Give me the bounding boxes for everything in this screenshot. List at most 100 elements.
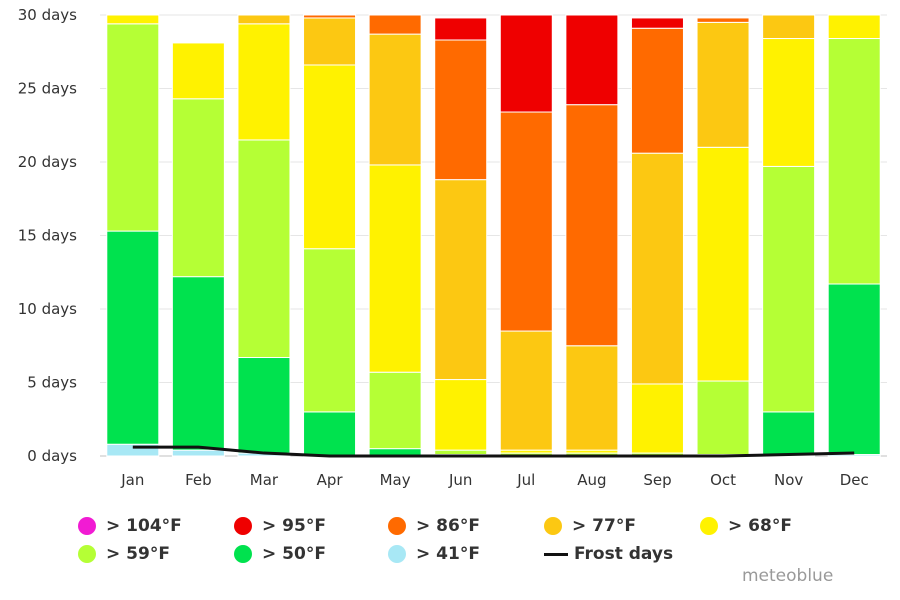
legend-marker-68f: [700, 517, 718, 535]
bar-segment: [630, 17, 684, 29]
legend-label: > 95°F: [262, 516, 326, 536]
bar-segment: [434, 17, 488, 41]
bar-segment: [762, 38, 816, 167]
bar-segment: [237, 23, 291, 141]
bar-segment: [762, 165, 816, 413]
x-tick-label: Feb: [185, 471, 212, 489]
bar-segment: [303, 17, 357, 66]
grid-lines: [100, 14, 887, 457]
bar-segment: [696, 146, 750, 382]
legend: > 104°F > 95°F > 86°F > 77°F > 68°F > 59…: [78, 513, 818, 569]
legend-item-50f[interactable]: > 50°F: [234, 541, 326, 567]
bar-segment: [171, 449, 225, 457]
y-tick-label: 30 days: [18, 6, 77, 24]
legend-item-frost-days[interactable]: Frost days: [544, 541, 673, 567]
y-tick-label: 10 days: [18, 300, 77, 318]
legend-item-77f[interactable]: > 77°F: [544, 513, 636, 539]
bar-stack-feb: [171, 42, 225, 457]
legend-item-68f[interactable]: > 68°F: [700, 513, 792, 539]
bar-segment: [630, 383, 684, 454]
legend-label: > 59°F: [106, 544, 170, 564]
bar-stack-apr: [303, 14, 357, 457]
legend-marker-50f: [234, 545, 252, 563]
legend-marker-104f: [78, 517, 96, 535]
bar-stack-mar: [237, 14, 291, 457]
x-tick-label: Jul: [516, 471, 535, 489]
frost-days-series: [132, 445, 855, 458]
bar-segment: [499, 111, 553, 332]
bar-stack-nov: [762, 14, 816, 457]
bar-segment: [434, 179, 488, 381]
bar-segment: [827, 14, 881, 40]
bar-segment: [630, 152, 684, 385]
bar-segment: [171, 42, 225, 100]
bar-segment: [368, 33, 422, 166]
bar-segment: [303, 411, 357, 457]
legend-marker-77f: [544, 517, 562, 535]
bar-stack-may: [368, 14, 422, 457]
legend-row-1: > 104°F > 95°F > 86°F > 77°F > 68°F: [78, 513, 818, 541]
bar-segment: [106, 230, 160, 445]
y-tick-label: 25 days: [18, 80, 77, 98]
x-tick-label: Oct: [710, 471, 736, 489]
bar-segment: [237, 139, 291, 359]
legend-label: Frost days: [574, 544, 674, 564]
bar-segment: [171, 276, 225, 451]
bar-segment: [434, 449, 488, 456]
x-tick-label: Nov: [774, 471, 803, 489]
bar-segment: [171, 98, 225, 278]
legend-item-95f[interactable]: > 95°F: [234, 513, 326, 539]
bar-segment: [827, 283, 881, 456]
legend-marker-86f: [388, 517, 406, 535]
legend-item-104f[interactable]: > 104°F: [78, 513, 182, 539]
bar-stack-jan: [106, 14, 160, 457]
frost-days-line: [132, 445, 855, 458]
bar-segment: [630, 27, 684, 154]
legend-marker-95f: [234, 517, 252, 535]
x-tick-label: Jan: [120, 471, 144, 489]
legend-item-59f[interactable]: > 59°F: [78, 541, 170, 567]
bar-segment: [696, 380, 750, 456]
legend-item-86f[interactable]: > 86°F: [388, 513, 480, 539]
x-tick-label: May: [380, 471, 411, 489]
bar-segment: [106, 14, 160, 25]
legend-item-41f[interactable]: > 41°F: [388, 541, 480, 567]
bar-segment: [303, 248, 357, 413]
legend-marker-frost-line: [544, 552, 568, 556]
bar-segment: [368, 14, 422, 35]
legend-marker-41f: [388, 545, 406, 563]
bar-segment: [565, 345, 619, 451]
bar-segment: [696, 21, 750, 148]
legend-label: > 86°F: [416, 516, 480, 536]
legend-label: > 77°F: [572, 516, 636, 536]
y-tick-label: 5 days: [27, 374, 77, 392]
legend-label: > 104°F: [106, 516, 182, 536]
bar-segment: [368, 164, 422, 373]
bar-segment: [434, 39, 488, 181]
legend-row-2: > 59°F > 50°F > 41°F Frost days: [78, 541, 818, 569]
x-tick-label: Dec: [840, 471, 869, 489]
bar-segment: [237, 357, 291, 454]
x-tick-label: Aug: [577, 471, 606, 489]
bar-segment: [499, 14, 553, 113]
meteoblue-credit[interactable]: meteoblue: [742, 566, 834, 586]
bar-stack-sep: [630, 17, 684, 457]
legend-marker-59f: [78, 545, 96, 563]
bar-stack-dec: [827, 14, 881, 457]
x-tick-label: Mar: [250, 471, 279, 489]
bar-segment: [434, 379, 488, 451]
legend-label: > 41°F: [416, 544, 480, 564]
y-axis: 0 days 5 days 10 days 15 days 20 days 25 days…: [18, 6, 77, 465]
legend-label: > 68°F: [728, 516, 792, 536]
y-tick-label: 15 days: [18, 227, 77, 245]
x-tick-label: Apr: [317, 471, 344, 489]
bar-stack-jun: [434, 17, 488, 457]
bar-segment: [762, 411, 816, 456]
bar-segment: [827, 38, 881, 285]
bar-segment: [303, 64, 357, 250]
bar-segment: [499, 330, 553, 451]
bar-segment: [565, 14, 619, 106]
y-tick-label: 20 days: [18, 153, 77, 171]
x-axis: Jan Feb Mar Apr May Jun Jul Aug Sep Oct Nov Dec: [120, 471, 868, 489]
bar-stack-aug: [565, 14, 619, 457]
